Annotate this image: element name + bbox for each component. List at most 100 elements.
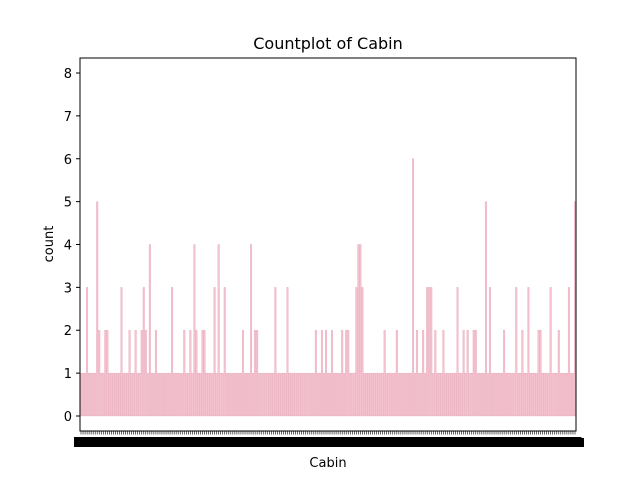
bar bbox=[357, 244, 360, 417]
bar bbox=[150, 372, 153, 417]
bar bbox=[349, 372, 352, 417]
bar bbox=[466, 330, 469, 417]
bar bbox=[452, 372, 455, 417]
bar bbox=[235, 372, 238, 417]
bar bbox=[535, 372, 538, 417]
bar bbox=[434, 330, 437, 417]
x-axis-label: Cabin bbox=[309, 456, 346, 471]
bar bbox=[274, 287, 277, 417]
bar bbox=[403, 372, 406, 417]
bar bbox=[361, 287, 364, 417]
bar bbox=[327, 372, 329, 417]
bar bbox=[175, 372, 178, 417]
bar bbox=[100, 372, 103, 417]
bar bbox=[128, 330, 131, 417]
bar bbox=[203, 330, 206, 417]
bar bbox=[456, 287, 459, 417]
y-tick-label: 7 bbox=[64, 110, 72, 125]
bar bbox=[191, 372, 194, 417]
bar bbox=[347, 330, 350, 417]
bar bbox=[444, 372, 447, 417]
bar bbox=[102, 372, 105, 417]
bar bbox=[430, 287, 433, 417]
bar bbox=[112, 372, 115, 417]
bar bbox=[144, 330, 147, 417]
bar bbox=[246, 372, 248, 417]
bar bbox=[436, 372, 439, 417]
bar bbox=[260, 372, 263, 417]
plot-frame bbox=[79, 57, 577, 432]
y-axis: 0 1 2 3 4 5 6 7 8 bbox=[64, 67, 80, 425]
bar bbox=[250, 244, 253, 417]
bar bbox=[529, 372, 532, 417]
bar bbox=[110, 372, 113, 417]
bar bbox=[541, 372, 544, 417]
bar bbox=[130, 372, 133, 417]
bar bbox=[134, 330, 137, 417]
bar bbox=[268, 372, 271, 417]
bar bbox=[341, 330, 344, 417]
bar bbox=[405, 372, 408, 417]
bar bbox=[385, 372, 388, 417]
bar bbox=[199, 372, 202, 417]
bar bbox=[531, 372, 534, 417]
bar bbox=[363, 372, 366, 417]
bar bbox=[333, 372, 336, 417]
bar bbox=[108, 372, 111, 417]
chart-title: Countplot of Cabin bbox=[253, 34, 403, 53]
bar bbox=[296, 372, 299, 417]
bar bbox=[537, 330, 540, 417]
bar bbox=[493, 372, 495, 417]
bar bbox=[545, 372, 548, 417]
bar bbox=[282, 372, 285, 417]
bars-group bbox=[80, 158, 576, 417]
bar bbox=[298, 372, 301, 417]
bar bbox=[138, 372, 141, 417]
bar bbox=[547, 372, 550, 417]
bar bbox=[159, 372, 161, 417]
bar bbox=[197, 372, 200, 417]
bar bbox=[557, 330, 560, 417]
bar bbox=[163, 372, 165, 417]
bar bbox=[132, 372, 135, 417]
bar bbox=[422, 330, 425, 417]
bar bbox=[377, 372, 380, 417]
bar bbox=[519, 372, 522, 417]
bar bbox=[122, 372, 125, 417]
bar bbox=[325, 330, 327, 417]
bar bbox=[420, 372, 423, 417]
bar bbox=[312, 372, 315, 417]
bar bbox=[316, 372, 319, 417]
bar bbox=[278, 372, 281, 417]
bar bbox=[454, 372, 457, 417]
bar bbox=[410, 372, 412, 417]
bar bbox=[503, 330, 506, 417]
bar bbox=[458, 372, 461, 417]
bar bbox=[106, 330, 109, 417]
bar bbox=[320, 330, 323, 417]
bar bbox=[148, 244, 151, 417]
bar bbox=[395, 330, 398, 417]
bar bbox=[276, 372, 279, 417]
bar bbox=[339, 372, 342, 417]
bar bbox=[389, 372, 392, 417]
bar bbox=[351, 372, 354, 417]
bar bbox=[237, 372, 240, 417]
bar bbox=[450, 372, 453, 417]
bar bbox=[428, 287, 431, 417]
bar bbox=[515, 287, 518, 417]
bar bbox=[185, 372, 188, 417]
bar bbox=[294, 372, 297, 417]
bar bbox=[124, 372, 127, 417]
bar bbox=[286, 287, 289, 417]
bar bbox=[355, 287, 358, 417]
bar bbox=[205, 372, 208, 417]
bar bbox=[308, 372, 311, 417]
bar bbox=[195, 330, 198, 417]
bar bbox=[438, 372, 441, 417]
bar bbox=[242, 330, 244, 417]
bar bbox=[258, 372, 261, 417]
bar bbox=[387, 372, 390, 417]
bar bbox=[399, 372, 402, 417]
